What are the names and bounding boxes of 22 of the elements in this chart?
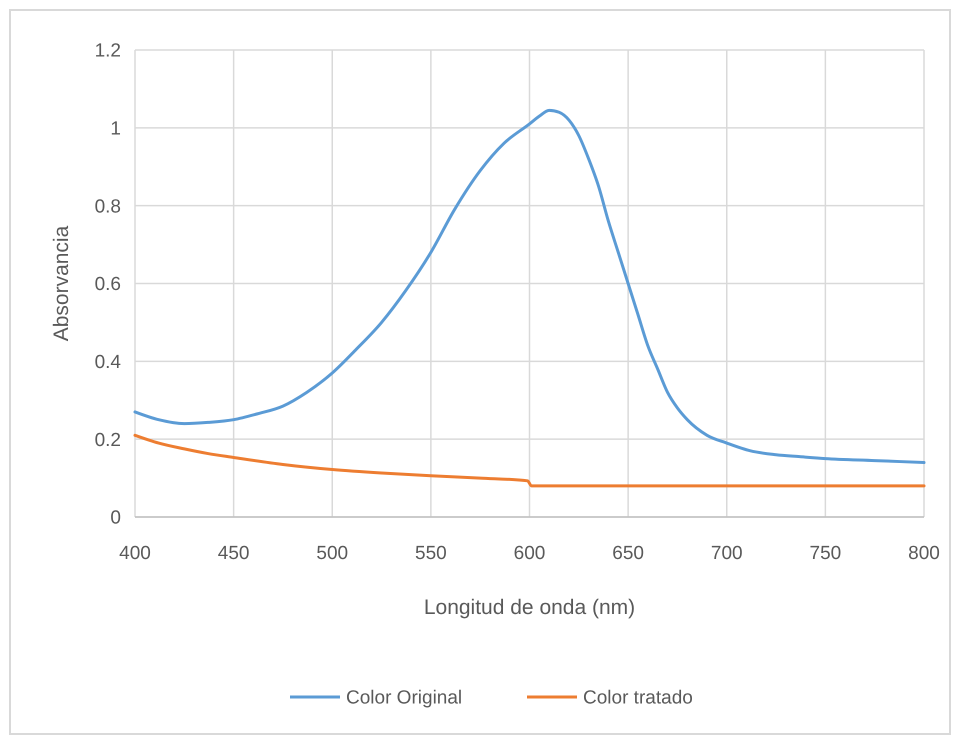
y-tick-label: 0.6 [94, 274, 121, 296]
line-series [134, 108, 926, 464]
legend-label: Color Original [346, 688, 462, 709]
y-tick-label: 0.2 [94, 430, 121, 451]
x-tick-label: 650 [612, 543, 644, 564]
line-series [134, 434, 926, 488]
x-tick-label: 800 [908, 543, 940, 564]
x-axis-title: Longitud de onda (nm) [424, 596, 636, 619]
x-tick-label: 550 [415, 543, 447, 564]
x-tick-label: 500 [316, 543, 348, 564]
y-tick-label: 1.2 [94, 40, 121, 62]
x-tick-label: 400 [119, 543, 151, 564]
y-tick-label: 0.4 [94, 352, 122, 373]
x-tick-label: 750 [810, 543, 842, 564]
x-tick-label: 700 [710, 543, 743, 564]
y-tick-label: 0.8 [94, 196, 121, 218]
y-tick-label: 1 [110, 118, 121, 140]
y-tick-label: 0 [110, 508, 121, 529]
x-tick-label: 450 [218, 543, 250, 564]
legend-label: Color tratado [583, 688, 693, 709]
x-tick-label: 600 [514, 543, 546, 564]
y-axis-title: Absorvancia [50, 225, 73, 342]
